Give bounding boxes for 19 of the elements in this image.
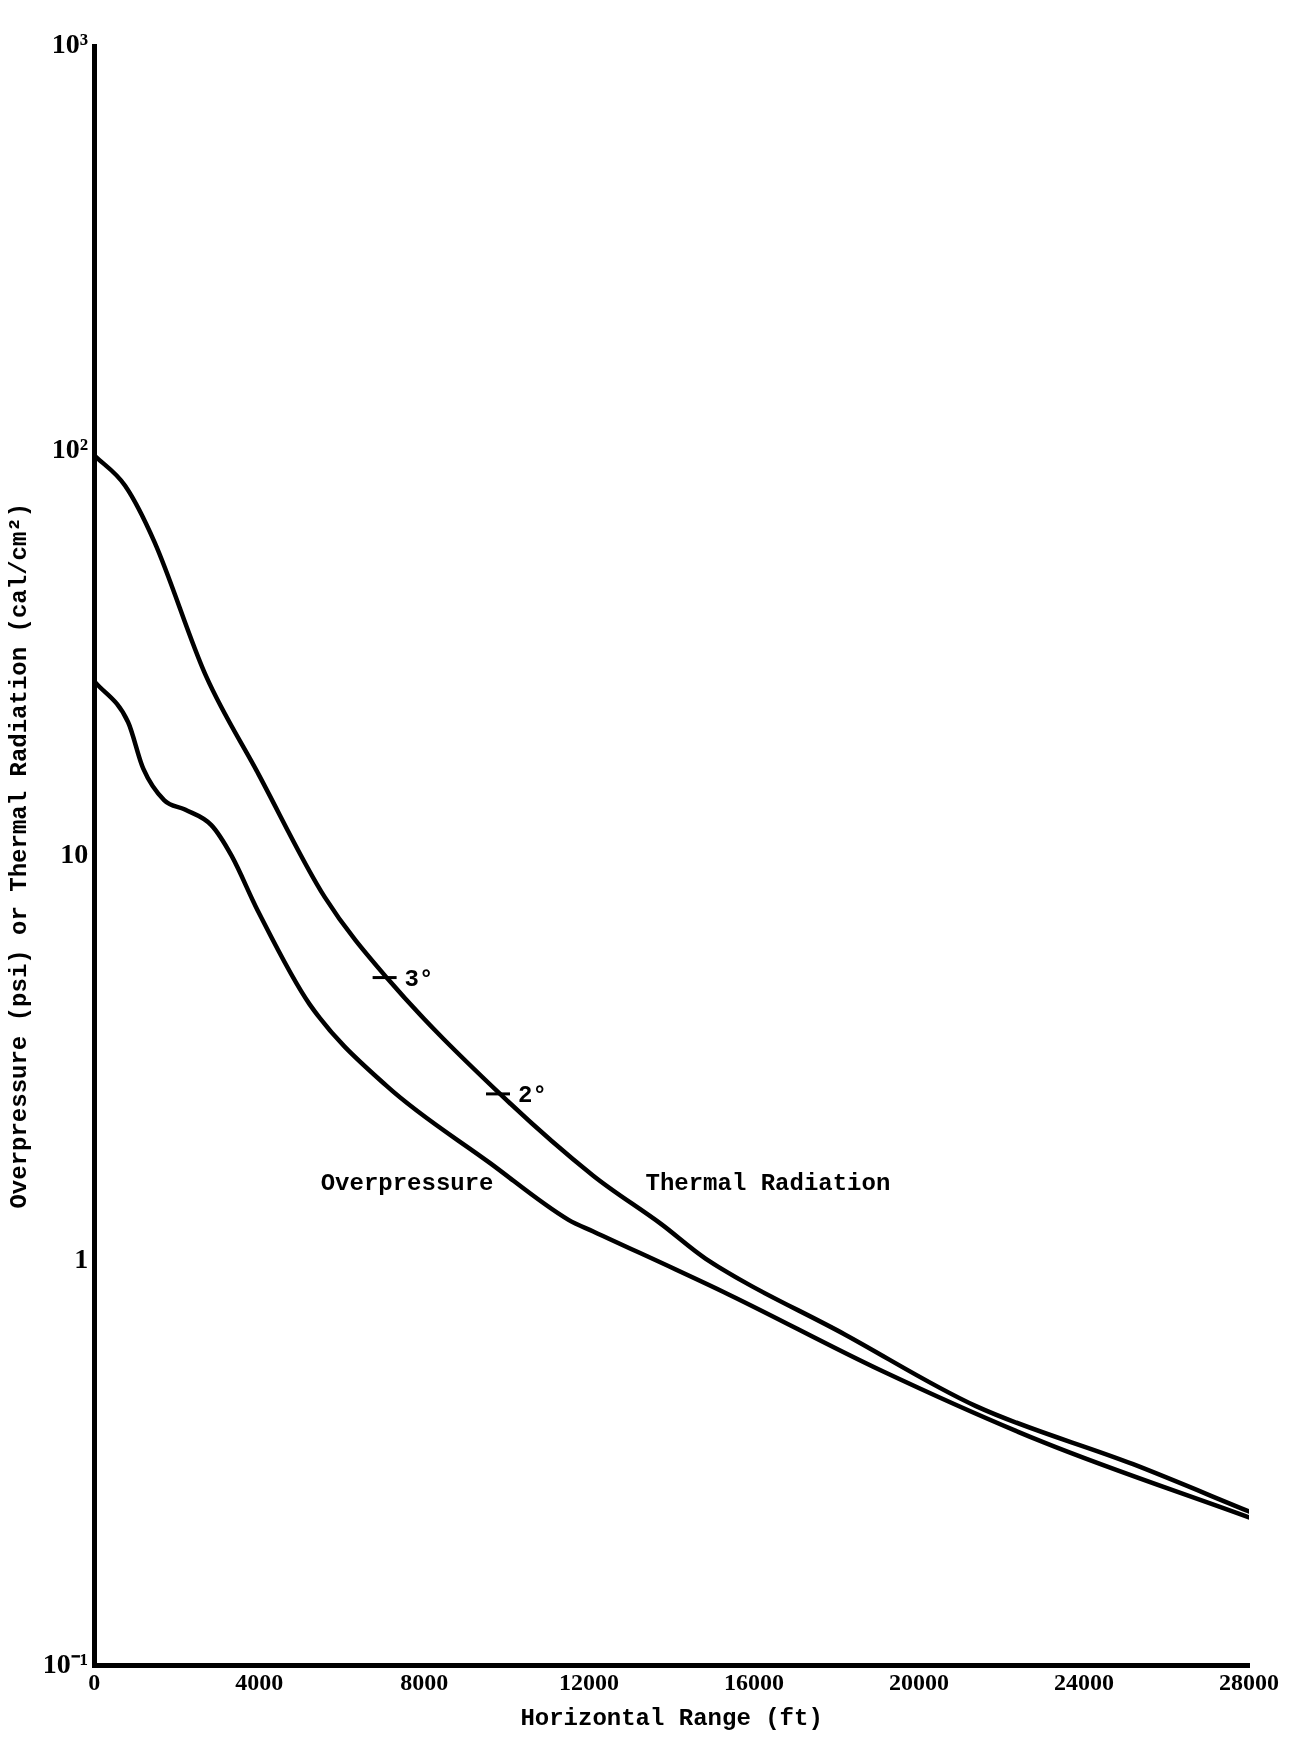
- y-tick-label: 10³: [51, 28, 89, 60]
- y-tick-label: 1: [74, 1242, 89, 1274]
- x-axis-title: Horizontal Range (ft): [520, 1704, 823, 1732]
- x-tick-label: 20000: [889, 1669, 950, 1695]
- x-tick-label: 24000: [1054, 1669, 1115, 1695]
- x-tick-label: 8000: [400, 1669, 449, 1695]
- x-tick-label: 12000: [559, 1669, 620, 1695]
- series-label: Thermal Radiation: [645, 1170, 891, 1198]
- y-tick-label: 10⁻¹: [42, 1647, 89, 1679]
- annotation: 2°: [518, 1081, 547, 1109]
- series-label: Overpressure: [320, 1170, 494, 1198]
- x-tick-label: 0: [88, 1669, 101, 1695]
- x-tick-label: 4000: [235, 1669, 284, 1695]
- x-tick-label: 16000: [724, 1669, 785, 1695]
- y-axis-title: Overpressure (psi) or Thermal Radiation (cal/cm²): [6, 502, 34, 1209]
- annotation: 3°: [404, 965, 434, 993]
- y-tick-label: 10²: [51, 433, 89, 465]
- y-tick-label: 10: [60, 837, 89, 869]
- x-tick-label: 28000: [1219, 1669, 1279, 1695]
